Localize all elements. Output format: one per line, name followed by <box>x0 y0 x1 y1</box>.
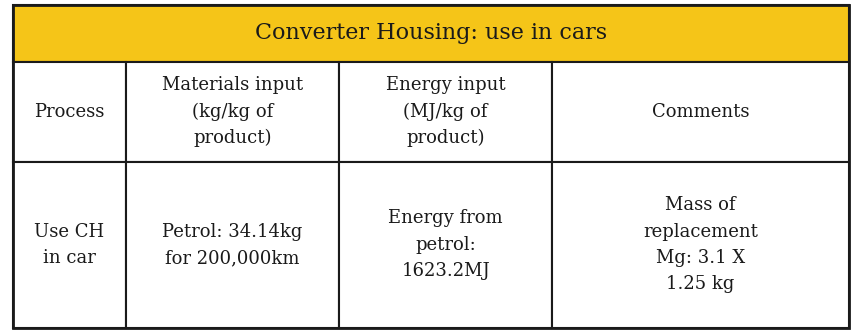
Text: Comments: Comments <box>651 103 748 121</box>
Text: Mass of
replacement
Mg: 3.1 X
1.25 kg: Mass of replacement Mg: 3.1 X 1.25 kg <box>642 196 757 293</box>
Bar <box>13 5 848 62</box>
Text: Converter Housing: use in cars: Converter Housing: use in cars <box>255 22 606 44</box>
Text: Energy input
(MJ/kg of
product): Energy input (MJ/kg of product) <box>386 76 505 148</box>
Bar <box>552 162 848 328</box>
Text: Process: Process <box>34 103 104 121</box>
Text: Materials input
(kg/kg of
product): Materials input (kg/kg of product) <box>162 76 302 148</box>
Text: Petrol: 34.14kg
for 200,000km: Petrol: 34.14kg for 200,000km <box>162 223 302 267</box>
Text: Use CH
in car: Use CH in car <box>34 223 104 267</box>
Bar <box>552 62 848 162</box>
Bar <box>13 62 126 162</box>
Text: Energy from
petrol:
1623.2MJ: Energy from petrol: 1623.2MJ <box>387 209 502 280</box>
Bar <box>13 162 126 328</box>
Bar <box>338 162 552 328</box>
Bar <box>126 162 338 328</box>
Bar <box>338 62 552 162</box>
Bar <box>126 62 338 162</box>
